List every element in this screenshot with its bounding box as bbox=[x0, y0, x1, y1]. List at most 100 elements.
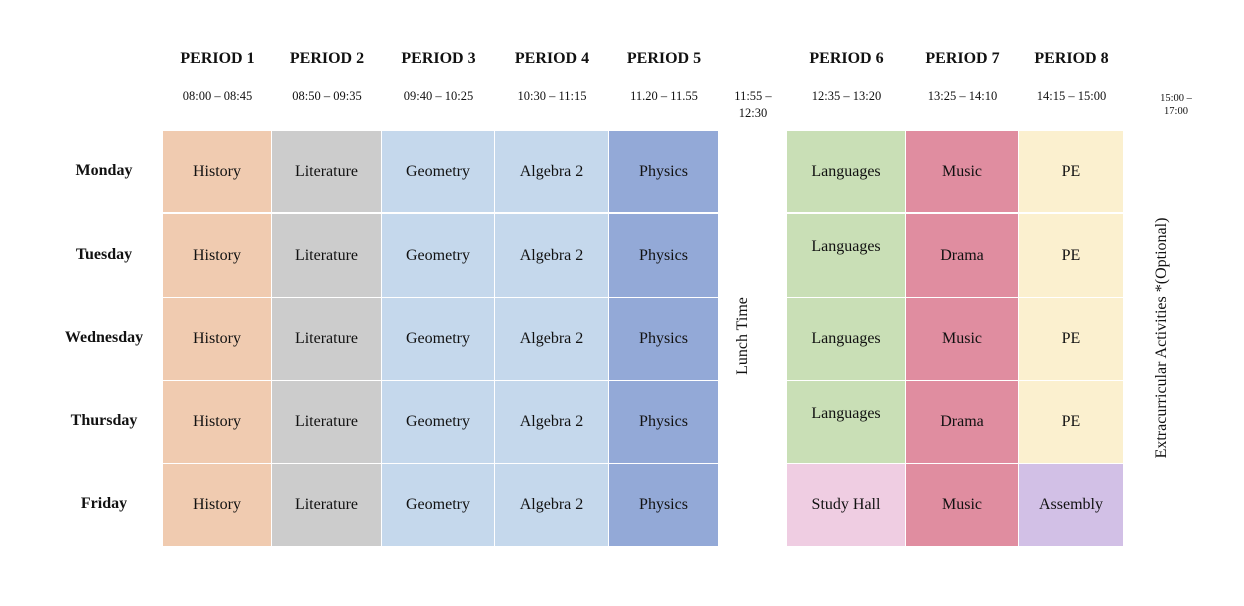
subject-label: Music bbox=[942, 330, 982, 347]
subject-label: Drama bbox=[940, 246, 984, 264]
subject-label: Literature bbox=[294, 162, 359, 180]
subject-label: Study Hall bbox=[811, 496, 881, 513]
timetable-cell: History bbox=[163, 131, 271, 212]
period-header: PERIOD 8 bbox=[1034, 50, 1109, 67]
subject-label: Languages bbox=[811, 405, 881, 422]
subject-label: Geometry bbox=[406, 330, 470, 347]
day-label: Thursday bbox=[70, 412, 138, 429]
period-time: 10:30 – 11:15 bbox=[517, 89, 587, 103]
subject-label: Physics bbox=[639, 162, 688, 180]
timetable-cell: Algebra 2 bbox=[495, 131, 608, 212]
timetable-cell: Algebra 2 bbox=[495, 381, 608, 463]
period-time: 13:25 – 14:10 bbox=[927, 89, 998, 103]
subject-label: PE bbox=[1061, 330, 1081, 347]
timetable-cell: Literature bbox=[272, 214, 381, 297]
subject-label: Literature bbox=[294, 330, 359, 347]
subject-label: Physics bbox=[639, 496, 688, 513]
subject-label: Music bbox=[942, 162, 982, 180]
timetable-cell: Algebra 2 bbox=[495, 464, 608, 546]
period-time: 11.20 – 11.55 bbox=[630, 89, 698, 103]
period-header: PERIOD 4 bbox=[514, 50, 590, 67]
timetable-cell: PE bbox=[1019, 131, 1123, 212]
timetable-cell: Geometry bbox=[382, 214, 494, 297]
day-label: Monday bbox=[75, 161, 133, 179]
period-header: PERIOD 2 bbox=[289, 50, 365, 67]
timetable-cell: Geometry bbox=[382, 464, 494, 546]
timetable-cell: Literature bbox=[272, 298, 381, 380]
period-header: PERIOD 7 bbox=[925, 50, 1000, 67]
subject-label: PE bbox=[1061, 162, 1081, 180]
timetable-cell: Literature bbox=[272, 381, 381, 463]
subject-label: Algebra 2 bbox=[519, 162, 584, 180]
day-label: Friday bbox=[80, 495, 128, 512]
timetable-cell: Music bbox=[906, 298, 1018, 380]
subject-label: History bbox=[193, 330, 241, 347]
timetable-cell: Music bbox=[906, 131, 1018, 212]
timetable-cell: Physics bbox=[609, 214, 718, 297]
timetable-cell: Languages bbox=[787, 381, 905, 463]
timetable-cell: Study Hall bbox=[787, 464, 905, 546]
timetable-cell: Algebra 2 bbox=[495, 298, 608, 380]
period-time: 08:50 – 09:35 bbox=[292, 89, 362, 103]
timetable-cell: Languages bbox=[787, 131, 905, 212]
period-time: 14:15 – 15:00 bbox=[1036, 89, 1107, 103]
subject-label: Languages bbox=[811, 330, 881, 347]
period-header: PERIOD 6 bbox=[809, 50, 884, 67]
subject-label: Geometry bbox=[406, 246, 470, 264]
subject-label: Physics bbox=[639, 330, 688, 347]
timetable-cell: History bbox=[163, 298, 271, 380]
timetable-cell: Languages bbox=[787, 298, 905, 380]
subject-label: Literature bbox=[294, 246, 359, 264]
day-label: Wednesday bbox=[64, 329, 144, 346]
period-time: 12:35 – 13:20 bbox=[811, 89, 882, 103]
subject-label: Assembly bbox=[1039, 496, 1103, 513]
subject-label: Geometry bbox=[406, 413, 470, 430]
timetable-cell: Drama bbox=[906, 381, 1018, 463]
period-header: PERIOD 3 bbox=[401, 50, 476, 67]
extracurricular-time-start: 15:00 – bbox=[1160, 93, 1192, 104]
timetable-cell: PE bbox=[1019, 381, 1123, 463]
lunch-time-start: 11:55 – bbox=[734, 89, 772, 103]
timetable-cell: PE bbox=[1019, 298, 1123, 380]
period-header: PERIOD 5 bbox=[626, 50, 702, 67]
subject-label: Geometry bbox=[406, 162, 470, 180]
timetable-cell: Physics bbox=[609, 298, 718, 380]
period-time: 08:00 – 08:45 bbox=[182, 89, 253, 103]
lunch-time-end: 12:30 bbox=[738, 106, 768, 120]
day-label: Tuesday bbox=[75, 245, 133, 263]
timetable-cell: Literature bbox=[272, 464, 381, 546]
subject-label: PE bbox=[1061, 246, 1081, 264]
subject-label: Languages bbox=[811, 238, 881, 255]
subject-label: Physics bbox=[639, 413, 688, 430]
subject-label: History bbox=[193, 496, 241, 513]
lunch-time-label: Lunch Time bbox=[734, 297, 751, 375]
timetable-cell: Literature bbox=[272, 131, 381, 212]
extracurricular-label: Extracurricular Activities *(Optional) bbox=[1153, 217, 1170, 459]
subject-label: Physics bbox=[639, 246, 688, 264]
subject-label: Literature bbox=[294, 413, 359, 430]
timetable-cell: History bbox=[163, 464, 271, 546]
extracurricular-time-end: 17:00 bbox=[1164, 106, 1188, 117]
period-time: 09:40 – 10:25 bbox=[403, 89, 474, 103]
subject-label: PE bbox=[1061, 413, 1081, 430]
timetable-cell: Music bbox=[906, 464, 1018, 546]
timetable-cell: Geometry bbox=[382, 131, 494, 212]
timetable-cell: PE bbox=[1019, 214, 1123, 297]
timetable-cell: Physics bbox=[609, 131, 718, 212]
timetable-cell: Drama bbox=[906, 214, 1018, 297]
subject-label: Drama bbox=[940, 413, 984, 430]
timetable-cell: Geometry bbox=[382, 298, 494, 380]
subject-label: Algebra 2 bbox=[519, 246, 584, 264]
subject-label: History bbox=[193, 162, 241, 180]
subject-label: Geometry bbox=[406, 496, 470, 513]
subject-label: Literature bbox=[294, 496, 359, 513]
subject-label: Music bbox=[942, 496, 982, 513]
subject-label: Algebra 2 bbox=[519, 496, 584, 513]
subject-label: History bbox=[193, 246, 241, 264]
subject-label: Languages bbox=[811, 162, 881, 180]
subject-label: Algebra 2 bbox=[519, 330, 584, 347]
timetable-cell: Algebra 2 bbox=[495, 214, 608, 297]
timetable-cell: Geometry bbox=[382, 381, 494, 463]
timetable-cell: History bbox=[163, 381, 271, 463]
timetable-cell: Physics bbox=[609, 381, 718, 463]
